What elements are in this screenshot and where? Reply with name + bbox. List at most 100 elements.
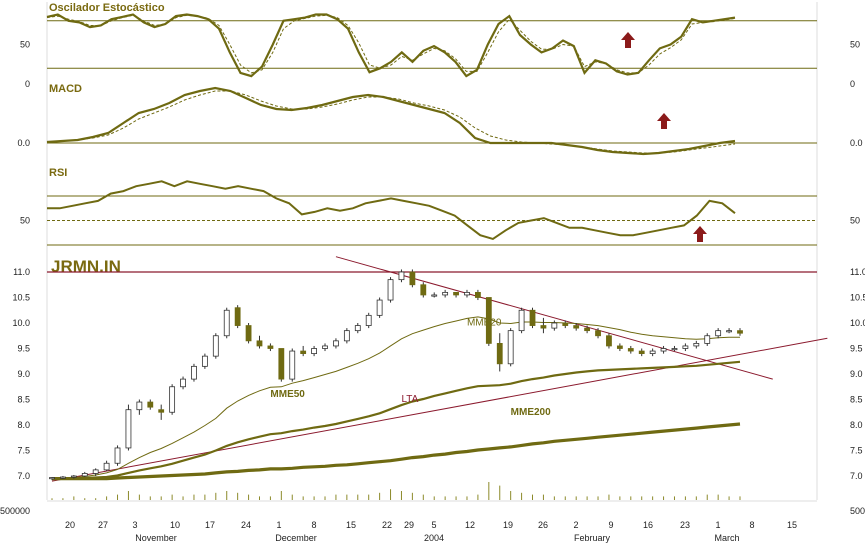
candle-body <box>114 447 121 464</box>
panel2-tick-right-0: 50 <box>850 216 860 226</box>
volume-tick-left: 500000 <box>0 506 30 516</box>
x-tick-day-11: 5 <box>431 520 436 530</box>
rsi-buy-arrow-icon <box>693 226 707 242</box>
candle-body <box>398 271 405 281</box>
candle-body <box>715 330 722 337</box>
x-tick-day-21: 15 <box>787 520 797 530</box>
price-tick-right-5: 8.5 <box>850 395 863 405</box>
x-tick-day-6: 1 <box>276 520 281 530</box>
candle-body <box>475 291 481 298</box>
moving-average-mme20 <box>51 316 740 480</box>
candle-body <box>322 345 328 349</box>
x-tick-day-7: 8 <box>311 520 316 530</box>
rsi-title: RSI <box>49 167 67 179</box>
price-tick-left-5: 8.5 <box>17 395 30 405</box>
candle-body <box>584 327 591 332</box>
x-tick-day-5: 24 <box>241 520 251 530</box>
panel2-series-0 <box>47 180 736 240</box>
candle-body <box>649 350 656 354</box>
candle-body <box>311 348 317 354</box>
candle-body <box>431 294 438 297</box>
candle-body <box>333 340 339 347</box>
volume-tick-right: 500000 <box>850 506 865 516</box>
candle-body <box>103 462 110 471</box>
price-tick-left-6: 8.0 <box>17 420 30 430</box>
candle-body <box>453 291 459 296</box>
x-tick-day-12: 12 <box>465 520 475 530</box>
candle-body <box>638 350 645 354</box>
price-tick-left-3: 9.5 <box>17 344 30 354</box>
x-tick-month-4: March <box>714 533 739 543</box>
candle-body <box>387 279 394 301</box>
candle-body <box>420 284 427 296</box>
candle-body <box>343 330 350 342</box>
panel0-tick-left-0: 50 <box>20 40 30 50</box>
annotation-mme20: MME20 <box>467 318 502 329</box>
x-tick-day-0: 20 <box>65 520 75 530</box>
x-tick-day-8: 15 <box>346 520 356 530</box>
candle-body <box>92 469 99 474</box>
annotation-mme50: MME50 <box>270 389 305 400</box>
candle-body <box>693 342 700 347</box>
x-tick-day-17: 16 <box>643 520 653 530</box>
x-tick-day-3: 10 <box>170 520 180 530</box>
candle-body <box>409 271 416 286</box>
price-tick-right-0: 11.0 <box>850 267 865 277</box>
x-tick-month-0: November <box>135 533 177 543</box>
candle-body <box>125 409 132 449</box>
candle-body <box>485 297 492 344</box>
price-tick-left-4: 9.0 <box>17 369 30 379</box>
candle-body <box>376 299 383 316</box>
candle-body <box>245 325 252 342</box>
candle-body <box>81 473 88 477</box>
candle-body <box>507 330 514 365</box>
x-tick-day-2: 3 <box>132 520 137 530</box>
price-tick-left-1: 10.5 <box>12 293 30 303</box>
panel2-tick-left-0: 50 <box>20 216 30 226</box>
panel0-series-0 <box>46 13 736 78</box>
x-tick-month-2: 2004 <box>424 533 444 543</box>
price-tick-left-0: 11.0 <box>13 267 30 277</box>
price-tick-left-8: 7.0 <box>17 471 30 481</box>
candle-body <box>60 476 66 479</box>
x-tick-day-1: 27 <box>98 520 108 530</box>
annotation-mme200: MME200 <box>511 407 551 418</box>
panel0-tick-left-1: 0 <box>25 79 30 89</box>
x-tick-day-18: 23 <box>680 520 690 530</box>
x-tick-day-15: 2 <box>573 520 578 530</box>
candle-body <box>169 386 176 413</box>
candle-body <box>496 342 503 365</box>
annotation-lta: LTA <box>401 394 418 405</box>
candle-body <box>682 345 689 349</box>
candle-body <box>354 325 361 332</box>
panel1-series-0 <box>46 86 736 156</box>
candle-body <box>671 348 678 351</box>
price-tick-right-3: 9.5 <box>850 344 863 354</box>
x-tick-day-20: 8 <box>749 520 754 530</box>
candle-body <box>300 350 307 354</box>
candle-body <box>464 291 470 296</box>
candle-body <box>518 309 525 332</box>
x-tick-day-4: 17 <box>205 520 215 530</box>
trendline-0 <box>51 337 828 482</box>
candle-body <box>158 409 165 413</box>
price-tick-right-6: 8.0 <box>850 420 863 430</box>
price-tick-left-7: 7.5 <box>17 446 30 456</box>
candle-body <box>737 330 743 334</box>
price-tick-right-1: 10.5 <box>850 293 865 303</box>
macd-buy-arrow-icon <box>657 113 671 129</box>
candle-body <box>595 330 601 337</box>
candle-body <box>529 309 536 326</box>
macd-title: MACD <box>49 83 82 95</box>
candle-body <box>606 335 612 347</box>
candle-body <box>223 309 230 337</box>
candle-body <box>660 348 667 352</box>
panel1-tick-right-0: 0.0 <box>850 138 863 148</box>
stochastic-buy-arrow-icon <box>621 32 635 48</box>
candle-body <box>442 291 449 296</box>
candle-body <box>551 322 558 329</box>
moving-average-mme50 <box>52 360 741 480</box>
